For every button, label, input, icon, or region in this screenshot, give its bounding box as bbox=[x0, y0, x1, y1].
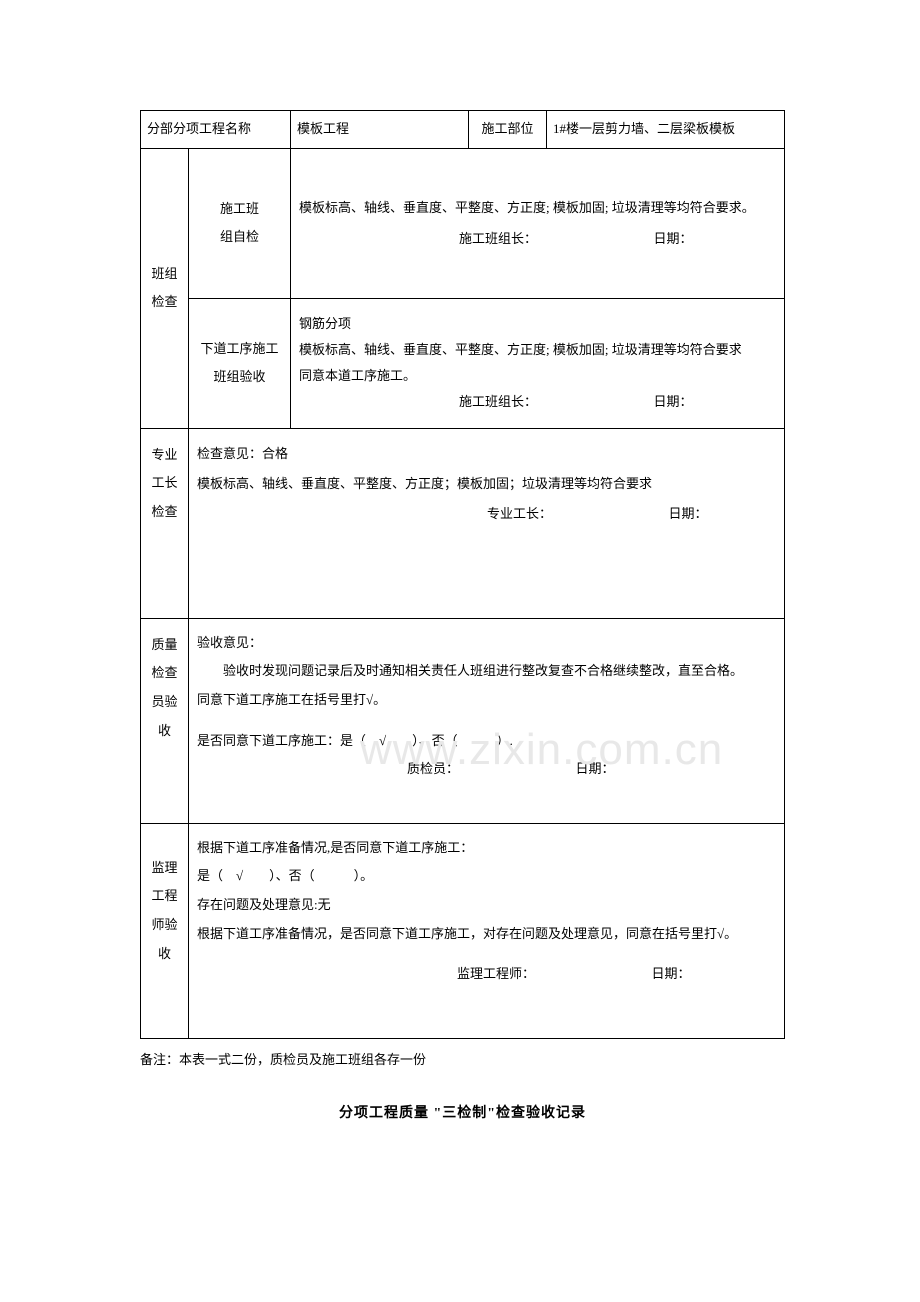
sup-line4: 根据下道工序准备情况，是否同意下道工序施工，对存在问题及处理意见，同意在括号里打… bbox=[197, 920, 776, 949]
footer-note: 备注：本表一式二份，质检员及施工班组各存一份 bbox=[140, 1047, 785, 1073]
sup-date-label: 日期： bbox=[652, 960, 691, 989]
sup-line3: 存在问题及处理意见:无 bbox=[197, 891, 776, 920]
self-check-text: 模板标高、轴线、垂直度、平整度、方正度; 模板加固; 垃圾清理等均符合要求。 bbox=[299, 192, 776, 223]
next-process-sig-label: 施工班组长： bbox=[459, 389, 537, 415]
team-check-row-1: 班组检查 施工班组自检 模板标高、轴线、垂直度、平整度、方正度; 模板加固; 垃… bbox=[141, 148, 785, 298]
foreman-line1: 检查意见：合格 bbox=[197, 439, 776, 469]
supervisor-row: 监理工程师验收 根据下道工序准备情况,是否同意下道工序施工： 是（ √ ）、否（… bbox=[141, 823, 785, 1038]
supervisor-content: 根据下道工序准备情况,是否同意下道工序施工： 是（ √ ）、否（ ）。 存在问题… bbox=[189, 823, 785, 1038]
next-process-line2: 模板标高、轴线、垂直度、平整度、方正度; 模板加固; 垃圾清理等均符合要求 bbox=[299, 337, 776, 363]
quality-inspector-row: 质量检查员验收 验收意见： 验收时发现问题记录后及时通知相关责任人班组进行整改复… bbox=[141, 618, 785, 823]
self-check-label: 施工班组自检 bbox=[189, 148, 291, 298]
self-check-content: 模板标高、轴线、垂直度、平整度、方正度; 模板加固; 垃圾清理等均符合要求。 施… bbox=[291, 148, 785, 298]
qi-line4: 是否同意下道工序施工：是（ √ ）、否（ ）. bbox=[197, 727, 776, 756]
foreman-check-row: 专业工长检查 检查意见：合格 模板标高、轴线、垂直度、平整度、方正度；模板加固；… bbox=[141, 428, 785, 618]
sup-sig-label: 监理工程师： bbox=[457, 960, 535, 989]
inspection-record-table: 分部分项工程名称 模板工程 施工部位 1#楼一层剪力墙、二层梁板模板 班组检查 … bbox=[140, 110, 785, 1039]
team-check-label: 班组检查 bbox=[141, 148, 189, 428]
qi-date-label: 日期： bbox=[576, 755, 615, 784]
self-check-sig-label: 施工班组长： bbox=[459, 223, 537, 254]
next-process-label: 下道工序施工班组验收 bbox=[189, 298, 291, 428]
next-page-title: 分项工程质量 "三检制"检查验收记录 bbox=[140, 1103, 785, 1125]
qi-line3: 同意下道工序施工在括号里打√。 bbox=[197, 686, 776, 715]
foreman-sig-label: 专业工长： bbox=[487, 499, 552, 529]
next-process-content: 钢筋分项 模板标高、轴线、垂直度、平整度、方正度; 模板加固; 垃圾清理等均符合… bbox=[291, 298, 785, 428]
next-process-line3: 同意本道工序施工。 bbox=[299, 363, 776, 389]
next-process-line1: 钢筋分项 bbox=[299, 311, 776, 337]
table-header-row: 分部分项工程名称 模板工程 施工部位 1#楼一层剪力墙、二层梁板模板 bbox=[141, 111, 785, 149]
sup-line2: 是（ √ ）、否（ ）。 bbox=[197, 862, 776, 891]
header-value-project: 模板工程 bbox=[291, 111, 469, 149]
self-check-date-label: 日期： bbox=[654, 223, 693, 254]
foreman-date-label: 日期： bbox=[669, 499, 708, 529]
next-process-date-label: 日期： bbox=[654, 389, 693, 415]
header-value-location: 1#楼一层剪力墙、二层梁板模板 bbox=[547, 111, 785, 149]
foreman-line2: 模板标高、轴线、垂直度、平整度、方正度；模板加固；垃圾清理等均符合要求 bbox=[197, 469, 776, 499]
foreman-check-label: 专业工长检查 bbox=[141, 428, 189, 618]
header-label-location: 施工部位 bbox=[469, 111, 547, 149]
qi-line2: 验收时发现问题记录后及时通知相关责任人班组进行整改复查不合格继续整改，直至合格。 bbox=[197, 657, 776, 686]
quality-inspector-content: 验收意见： 验收时发现问题记录后及时通知相关责任人班组进行整改复查不合格继续整改… bbox=[189, 618, 785, 823]
team-check-row-2: 下道工序施工班组验收 钢筋分项 模板标高、轴线、垂直度、平整度、方正度; 模板加… bbox=[141, 298, 785, 428]
header-label-project: 分部分项工程名称 bbox=[141, 111, 291, 149]
sup-line1: 根据下道工序准备情况,是否同意下道工序施工： bbox=[197, 834, 776, 863]
supervisor-label: 监理工程师验收 bbox=[141, 823, 189, 1038]
qi-sig-label: 质检员： bbox=[407, 755, 459, 784]
foreman-check-content: 检查意见：合格 模板标高、轴线、垂直度、平整度、方正度；模板加固；垃圾清理等均符… bbox=[189, 428, 785, 618]
qi-line1: 验收意见： bbox=[197, 629, 776, 658]
quality-inspector-label: 质量检查员验收 bbox=[141, 618, 189, 823]
